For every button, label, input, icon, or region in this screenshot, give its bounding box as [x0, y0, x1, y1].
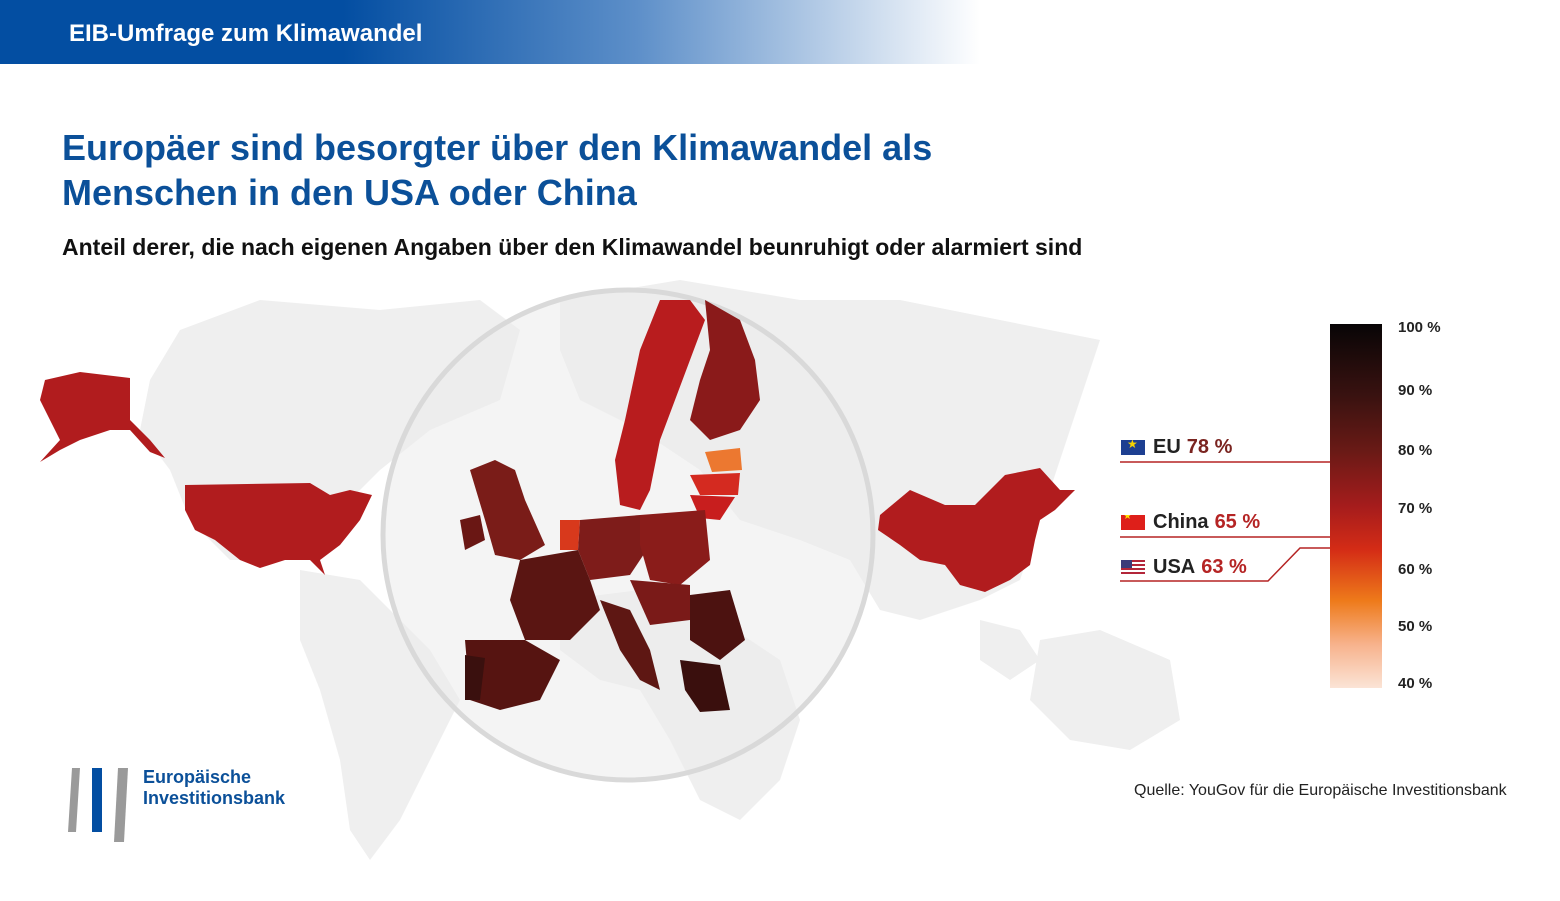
source-note: Quelle: YouGov für die Europäische Inves… — [1134, 782, 1507, 799]
china-region — [878, 468, 1075, 592]
scale-tick-70: 70 % — [1398, 500, 1433, 517]
scale-tick-100: 100 % — [1398, 319, 1441, 336]
europe-countries — [460, 300, 760, 712]
legend-label-china: China — [1153, 511, 1209, 533]
color-scale-bar — [1330, 324, 1382, 688]
alaska-region — [40, 372, 165, 462]
legend-item-eu: EU 78 % — [1121, 436, 1232, 459]
eib-logo-text: Europäische Investitionsbank — [143, 767, 285, 809]
legend-item-china: China 65 % — [1121, 511, 1260, 534]
legend-connectors — [1120, 461, 1330, 582]
china-flag-icon — [1121, 515, 1145, 530]
header-title: EIB-Umfrage zum Klimawandel — [69, 20, 423, 47]
legend-item-usa: USA 63 % — [1121, 556, 1247, 579]
scale-tick-90: 90 % — [1398, 382, 1433, 399]
header-bar — [0, 0, 980, 64]
usa-flag-icon — [1121, 560, 1145, 575]
eib-logo-icon — [68, 768, 128, 842]
scale-tick-40: 40 % — [1398, 675, 1433, 692]
main-title-line1: Europäer sind besorgter über den Klimawa… — [62, 127, 933, 168]
main-title: Europäer sind besorgter über den Klimawa… — [62, 125, 1022, 215]
legend-value-usa: 63 % — [1201, 556, 1247, 578]
scale-tick-80: 80 % — [1398, 442, 1433, 459]
legend-value-china: 65 % — [1214, 511, 1261, 533]
logo-line2: Investitionsbank — [143, 788, 286, 808]
scale-tick-50: 50 % — [1398, 618, 1433, 635]
eu-flag-icon — [1121, 440, 1145, 455]
logo-line1: Europäische — [143, 767, 252, 787]
scale-tick-60: 60 % — [1398, 561, 1433, 578]
legend-value-eu: 78 % — [1186, 436, 1233, 458]
main-title-line2: Menschen in den USA oder China — [62, 172, 637, 213]
subtitle: Anteil derer, die nach eigenen Angaben ü… — [62, 234, 1083, 260]
legend-label-eu: EU — [1153, 436, 1181, 458]
usa-region — [185, 483, 372, 575]
legend-label-usa: USA — [1153, 556, 1196, 578]
